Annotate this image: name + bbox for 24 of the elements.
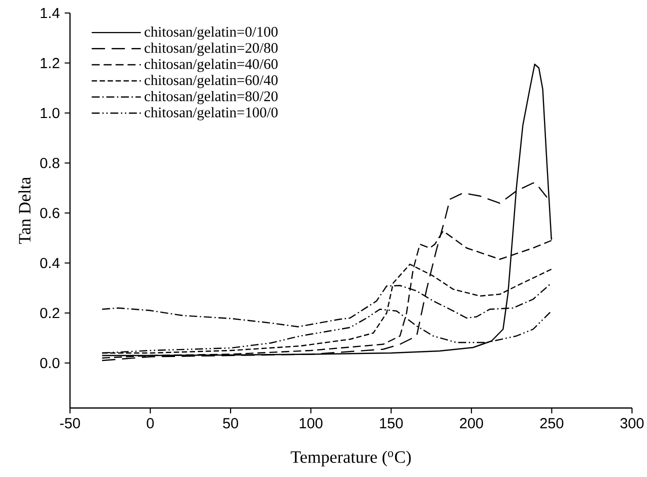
x-tick-label: 0 <box>146 418 154 428</box>
x-tick-label: 250 <box>540 418 564 428</box>
x-tick-label: 50 <box>223 418 238 428</box>
y-axis-title: Tan Delta <box>18 177 31 244</box>
legend-label: chitosan/gelatin=20/80 <box>144 42 278 56</box>
y-tick-label: 0.0 <box>40 358 60 368</box>
x-tick-label: -50 <box>60 418 80 428</box>
legend-label: chitosan/gelatin=0/100 <box>144 26 278 40</box>
y-tick-label: 0.4 <box>40 258 60 268</box>
legend-label: chitosan/gelatin=60/40 <box>144 74 278 88</box>
x-axis-title: Temperature ($^{o}$C) <box>290 450 411 466</box>
x-tick-label: 200 <box>460 418 484 428</box>
y-tick-label: 1.0 <box>40 108 60 118</box>
y-tick-label: 0.2 <box>40 308 60 318</box>
y-tick-label: 0.8 <box>40 158 60 168</box>
legend-label: chitosan/gelatin=80/20 <box>144 90 278 104</box>
x-tick-label: 150 <box>380 418 403 428</box>
y-tick-label: 0.6 <box>40 208 60 218</box>
y-tick-label: 1.4 <box>40 8 60 18</box>
legend-label: chitosan/gelatin=40/60 <box>144 58 278 72</box>
y-tick-label: 1.2 <box>40 58 60 68</box>
x-tick-label: 300 <box>620 418 644 428</box>
x-tick-label: 100 <box>300 418 322 428</box>
legend-label: chitosan/gelatin=100/0 <box>144 107 278 120</box>
